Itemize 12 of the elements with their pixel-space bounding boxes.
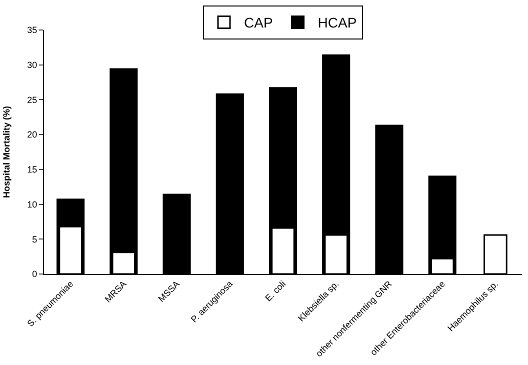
y-tick-label: 15 xyxy=(27,164,38,175)
x-tick-label: E. coli xyxy=(263,278,288,304)
y-tick-label: 25 xyxy=(27,94,38,105)
legend-label: CAP xyxy=(244,14,273,31)
legend-label: HCAP xyxy=(318,14,357,31)
y-tick-label: 5 xyxy=(32,234,38,244)
y-tick-label: 35 xyxy=(27,25,38,36)
y-tick-label: 20 xyxy=(27,130,38,140)
y-tick-label: 30 xyxy=(27,60,38,70)
y-axis-title: Hospital Mortality (%) xyxy=(2,106,12,198)
y-tick-label: 0 xyxy=(32,269,38,280)
y-tick-label: 10 xyxy=(27,199,38,210)
